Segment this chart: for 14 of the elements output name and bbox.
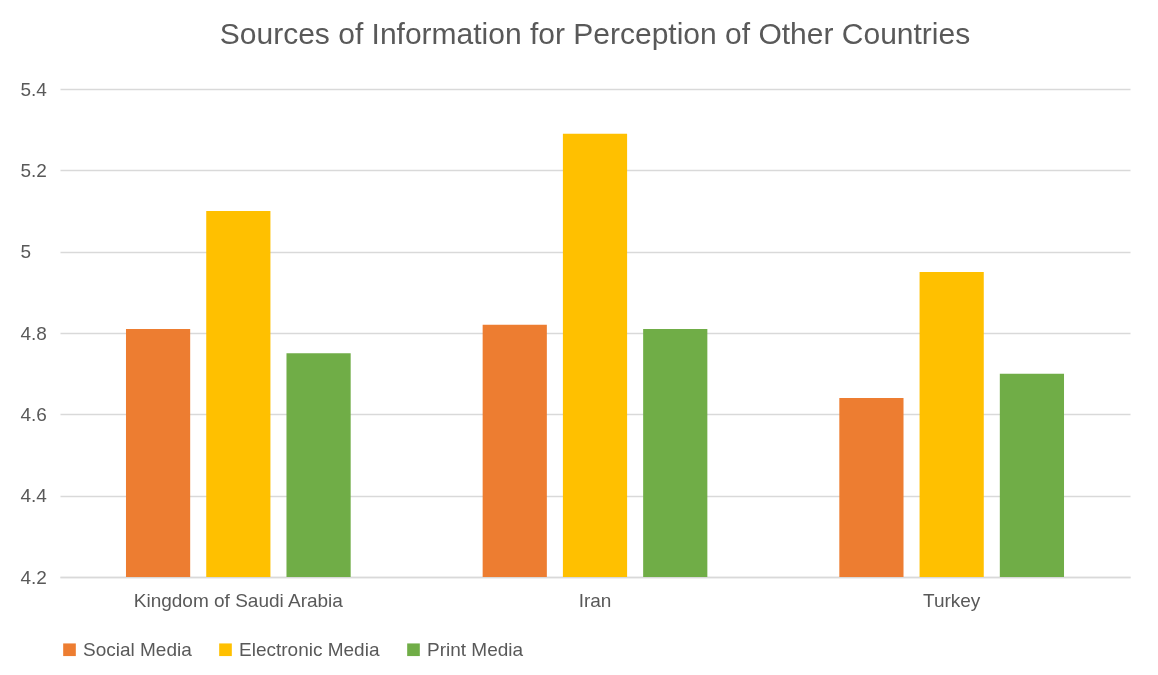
y-tick-label: 4.6 — [20, 403, 47, 425]
y-tick-label: 4.2 — [20, 566, 47, 588]
legend-label: Electronic Media — [239, 638, 380, 660]
y-tick-label: 4.8 — [20, 322, 47, 344]
x-tick-label: Turkey — [922, 589, 981, 611]
x-tick-label: Kingdom of Saudi Arabia — [133, 589, 344, 611]
y-tick-label: 4.4 — [20, 485, 48, 507]
x-tick-label: Iran — [578, 589, 612, 611]
legend-label: Print Media — [427, 638, 524, 660]
y-tick-label: 5 — [20, 241, 32, 263]
y-tick-label: 5.2 — [20, 159, 47, 181]
legend-label: Social Media — [83, 638, 193, 660]
y-tick-label: 5.4 — [20, 78, 48, 100]
chart-title: Sources of Information for Perception of Other Countries — [219, 17, 971, 50]
